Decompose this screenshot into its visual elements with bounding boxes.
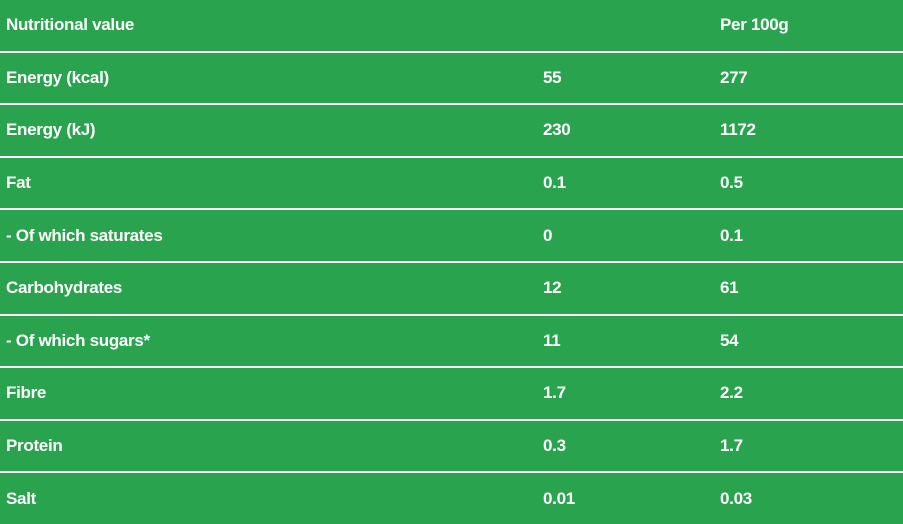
- value-per-100g: 277: [720, 67, 748, 87]
- table-row: Energy (kcal) 55 277: [0, 53, 903, 106]
- value-per-serving: 11: [543, 330, 561, 350]
- table-row: Salt 0.01 0.03: [0, 473, 903, 524]
- value-per-serving: 230: [543, 120, 571, 140]
- row-label: Carbohydrates: [6, 278, 123, 298]
- value-per-serving: 0.1: [543, 173, 566, 193]
- value-per-100g: 61: [720, 278, 739, 298]
- row-label: Protein: [6, 436, 63, 456]
- table-header-per100g: Per 100g: [720, 15, 789, 35]
- value-per-serving: 1.7: [543, 383, 566, 403]
- table-row: Energy (kJ) 230 1172: [0, 105, 903, 158]
- value-per-serving: 55: [543, 67, 562, 87]
- row-label: Fat: [6, 173, 31, 193]
- table-row: - Of which saturates 0 0.1: [0, 210, 903, 263]
- table-row: Protein 0.3 1.7: [0, 421, 903, 474]
- row-label: - Of which saturates: [6, 225, 163, 245]
- table-row: Fibre 1.7 2.2: [0, 368, 903, 421]
- row-label: Salt: [6, 488, 36, 508]
- table-row: Carbohydrates 12 61: [0, 263, 903, 316]
- value-per-100g: 0.03: [720, 488, 752, 508]
- value-per-100g: 0.5: [720, 173, 743, 193]
- row-label: Energy (kcal): [6, 67, 109, 87]
- table-header-row: Nutritional value Per 100g: [0, 0, 903, 53]
- value-per-100g: 1172: [720, 120, 756, 140]
- table-row: - Of which sugars* 11 54: [0, 316, 903, 369]
- value-per-serving: 12: [543, 278, 562, 298]
- row-label: - Of which sugars*: [6, 330, 150, 350]
- row-label: Fibre: [6, 383, 47, 403]
- value-per-serving: 0: [543, 225, 553, 245]
- row-label: Energy (kJ): [6, 120, 96, 140]
- value-per-serving: 0.01: [543, 488, 575, 508]
- value-per-100g: 1.7: [720, 436, 743, 456]
- table-row: Fat 0.1 0.5: [0, 158, 903, 211]
- value-per-serving: 0.3: [543, 436, 566, 456]
- value-per-100g: 2.2: [720, 383, 743, 403]
- value-per-100g: 54: [720, 330, 739, 350]
- value-per-100g: 0.1: [720, 225, 743, 245]
- table-header-title: Nutritional value: [6, 15, 135, 35]
